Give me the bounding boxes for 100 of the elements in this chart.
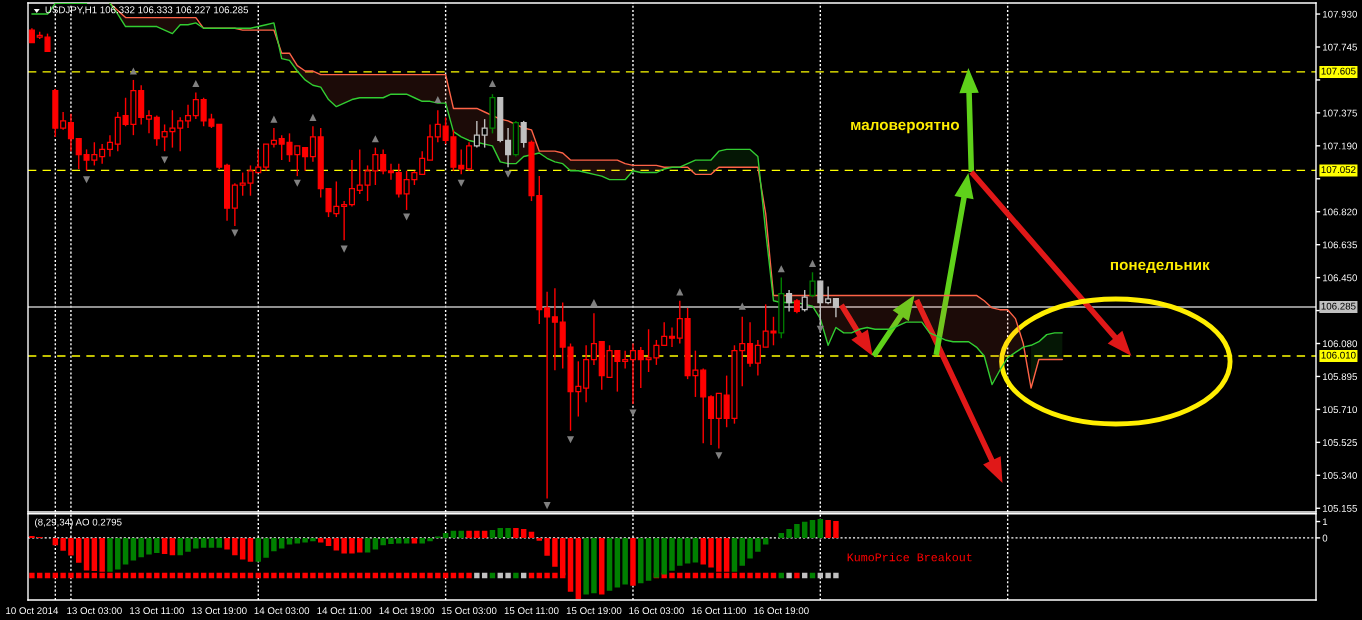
bar	[193, 537, 199, 549]
bar	[817, 518, 824, 538]
y-tick-label: 107.375	[1322, 109, 1357, 117]
bar	[380, 537, 386, 546]
bar	[146, 537, 152, 555]
bar	[271, 537, 277, 552]
bar	[161, 537, 168, 554]
candlestick	[387, 162, 395, 181]
x-tick-label: 14 Oct 03:00	[254, 607, 310, 615]
x-tick-label: 15 Oct 03:00	[441, 607, 497, 615]
bar	[411, 537, 418, 544]
ref-line-label: 107.052	[1321, 166, 1356, 174]
x-tick-label: 16 Oct 19:00	[754, 607, 809, 615]
candlestick	[465, 141, 473, 172]
y-tick-label: 106.820	[1322, 208, 1358, 216]
bar	[762, 537, 769, 545]
candlestick	[270, 127, 277, 149]
bar	[700, 537, 706, 565]
point	[270, 115, 278, 123]
point	[129, 67, 137, 75]
y-tick-label: 0	[1322, 534, 1328, 542]
x-tick-label: 15 Oct 19:00	[566, 607, 622, 615]
bar	[302, 537, 308, 543]
bar	[177, 537, 183, 556]
bar	[388, 537, 394, 544]
bar	[255, 537, 262, 562]
candlestick	[341, 200, 348, 241]
point	[590, 299, 598, 307]
bar	[278, 537, 285, 549]
bar	[263, 537, 269, 558]
candlestick	[231, 182, 238, 227]
candlestick	[380, 148, 387, 176]
bar	[216, 537, 222, 548]
point	[83, 176, 91, 184]
bar	[599, 537, 605, 595]
bar	[505, 527, 511, 538]
y-tick-label: 106.080	[1322, 340, 1358, 348]
bar	[247, 537, 254, 562]
candlestick	[67, 113, 74, 152]
point	[488, 79, 496, 88]
annotation: понедельник	[1110, 261, 1210, 273]
candlestick	[520, 120, 527, 149]
x-tick-label: 16 Oct 03:00	[629, 607, 684, 615]
candlestick	[473, 120, 480, 149]
candlestick	[263, 143, 270, 172]
point	[192, 79, 200, 88]
bar	[396, 537, 402, 544]
bar	[692, 537, 699, 563]
bar	[450, 530, 457, 538]
candlestick	[395, 162, 402, 199]
bar	[755, 537, 761, 552]
bar	[645, 537, 652, 581]
annotation: KumoPrice Breakout	[847, 552, 972, 562]
x-tick-label: 13 Oct 19:00	[192, 607, 247, 615]
candlestick	[825, 285, 832, 306]
point	[371, 135, 379, 143]
bar	[528, 531, 535, 538]
candlestick	[707, 394, 715, 446]
candlestick	[551, 287, 558, 371]
bar	[544, 537, 550, 556]
bar	[458, 530, 464, 538]
y-tick-label: 105.895	[1322, 373, 1357, 381]
candlestick	[177, 116, 184, 152]
ref-line-label: 107.605	[1321, 67, 1356, 75]
candlestick	[99, 143, 106, 165]
bar	[778, 532, 785, 538]
bar	[684, 537, 691, 564]
candlestick	[348, 159, 355, 208]
y-tick-label: 107.190	[1322, 142, 1358, 150]
point	[309, 113, 317, 121]
bar	[286, 537, 293, 545]
point	[715, 452, 723, 460]
bar	[294, 537, 301, 544]
y-tick-label: 105.525	[1322, 439, 1357, 446]
candlestick	[668, 326, 676, 348]
candlestick	[419, 150, 426, 176]
bar	[200, 537, 207, 548]
y-tick-label: 107.930	[1322, 10, 1358, 18]
bar	[552, 537, 558, 567]
y-tick-label: 105.710	[1322, 406, 1358, 414]
bar	[489, 529, 496, 538]
bar	[185, 537, 191, 552]
point	[629, 409, 637, 417]
point	[566, 436, 575, 444]
candlestick	[661, 321, 668, 346]
bar	[224, 537, 230, 550]
bar	[325, 537, 332, 546]
bar	[520, 528, 527, 538]
x-tick-label: 13 Oct 11:00	[130, 607, 184, 615]
bar	[513, 527, 519, 538]
candlestick	[426, 123, 434, 161]
candlestick	[544, 291, 551, 500]
y-tick-label: 106.450	[1322, 274, 1358, 282]
bar	[677, 537, 683, 566]
bar	[232, 537, 238, 556]
bar	[536, 537, 543, 541]
point	[808, 259, 817, 267]
x-tick-label: 13 Oct 03:00	[67, 607, 122, 615]
candlestick	[192, 91, 199, 120]
annotation: маловероятно	[851, 121, 960, 134]
